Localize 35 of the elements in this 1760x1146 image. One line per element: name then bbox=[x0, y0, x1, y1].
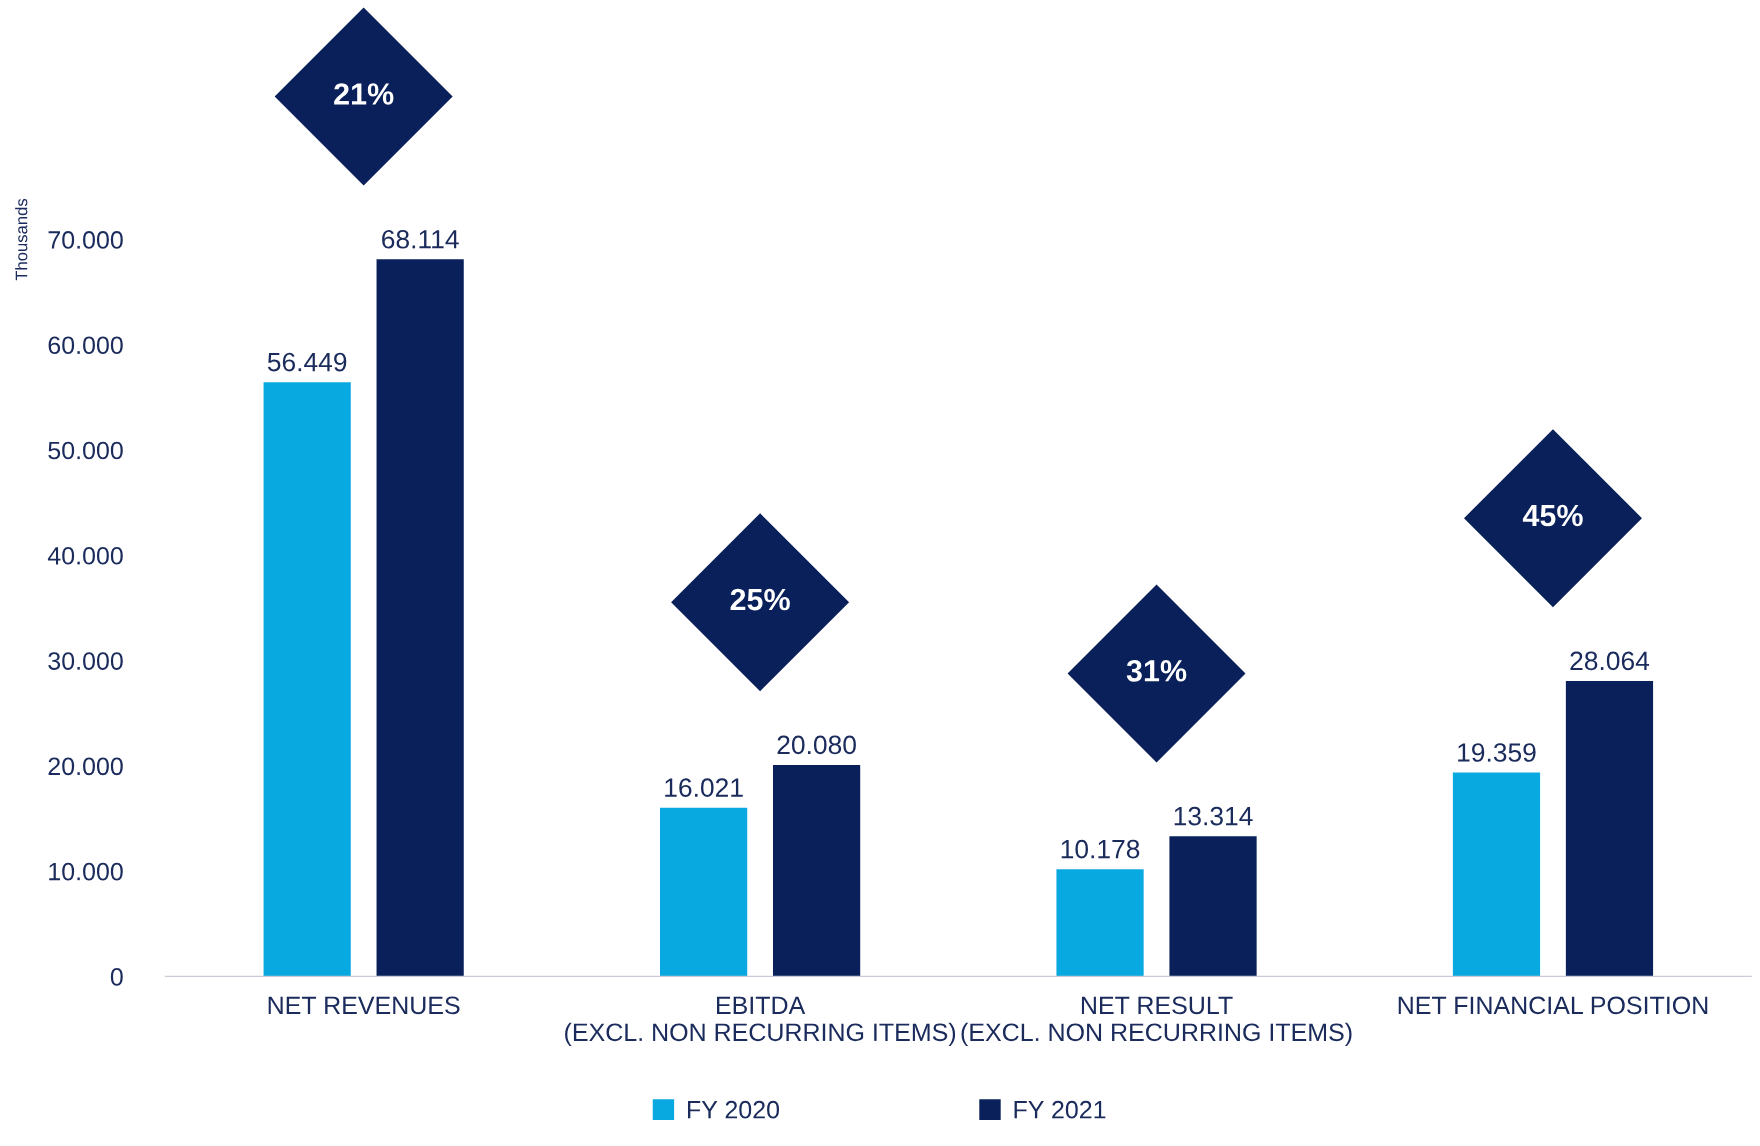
y-tick-label: 40.000 bbox=[47, 546, 123, 565]
data-label: 19.359 bbox=[1458, 743, 1536, 762]
legend-label: FY 2020 bbox=[687, 1100, 780, 1119]
bar bbox=[772, 765, 861, 977]
text: 21% bbox=[334, 83, 394, 105]
bar bbox=[263, 382, 351, 977]
data-label: 13.314 bbox=[1174, 806, 1253, 826]
data-label: 20.080 bbox=[777, 735, 856, 755]
y-tick-label: 70.000 bbox=[48, 231, 123, 249]
annotation: 25% bbox=[730, 588, 790, 611]
data-label: 28.064 bbox=[1570, 651, 1650, 671]
annotation: 45% bbox=[1522, 504, 1583, 527]
y-tick-label: 0 bbox=[110, 967, 123, 986]
bar bbox=[376, 259, 464, 977]
legend-label: FY 2021 bbox=[1014, 1100, 1106, 1119]
y-tick-label: 60.000 bbox=[48, 336, 123, 355]
data-label: 10.178 bbox=[1061, 839, 1140, 859]
y-tick-label: 10.000 bbox=[49, 862, 123, 881]
bar bbox=[1452, 772, 1541, 977]
x-tick-label: NET REVENUES bbox=[268, 996, 460, 1015]
data-label: 16.021 bbox=[665, 778, 743, 797]
data-label: 68.114 bbox=[382, 229, 459, 249]
y-axis-title: Thousands bbox=[15, 198, 28, 281]
bar bbox=[1056, 869, 1144, 977]
bar bbox=[1565, 680, 1654, 977]
y-tick-label: 30.000 bbox=[48, 652, 123, 670]
y-tick-label: 50.000 bbox=[48, 441, 123, 460]
x-tick-label: NET RESULT (EXCL. NON RECURRING ITEMS) bbox=[961, 996, 1352, 1047]
data-label: 56.449 bbox=[267, 352, 347, 372]
y-tick-label: 20.000 bbox=[48, 757, 123, 776]
bar bbox=[660, 807, 748, 977]
x-tick-label: EBITDA (EXCL. NON RECURRING ITEMS) bbox=[565, 996, 956, 1047]
annotation: 31% bbox=[1126, 660, 1187, 682]
bar bbox=[1169, 836, 1257, 977]
x-tick-label: NET FINANCIAL POSITION bbox=[1398, 996, 1708, 1015]
